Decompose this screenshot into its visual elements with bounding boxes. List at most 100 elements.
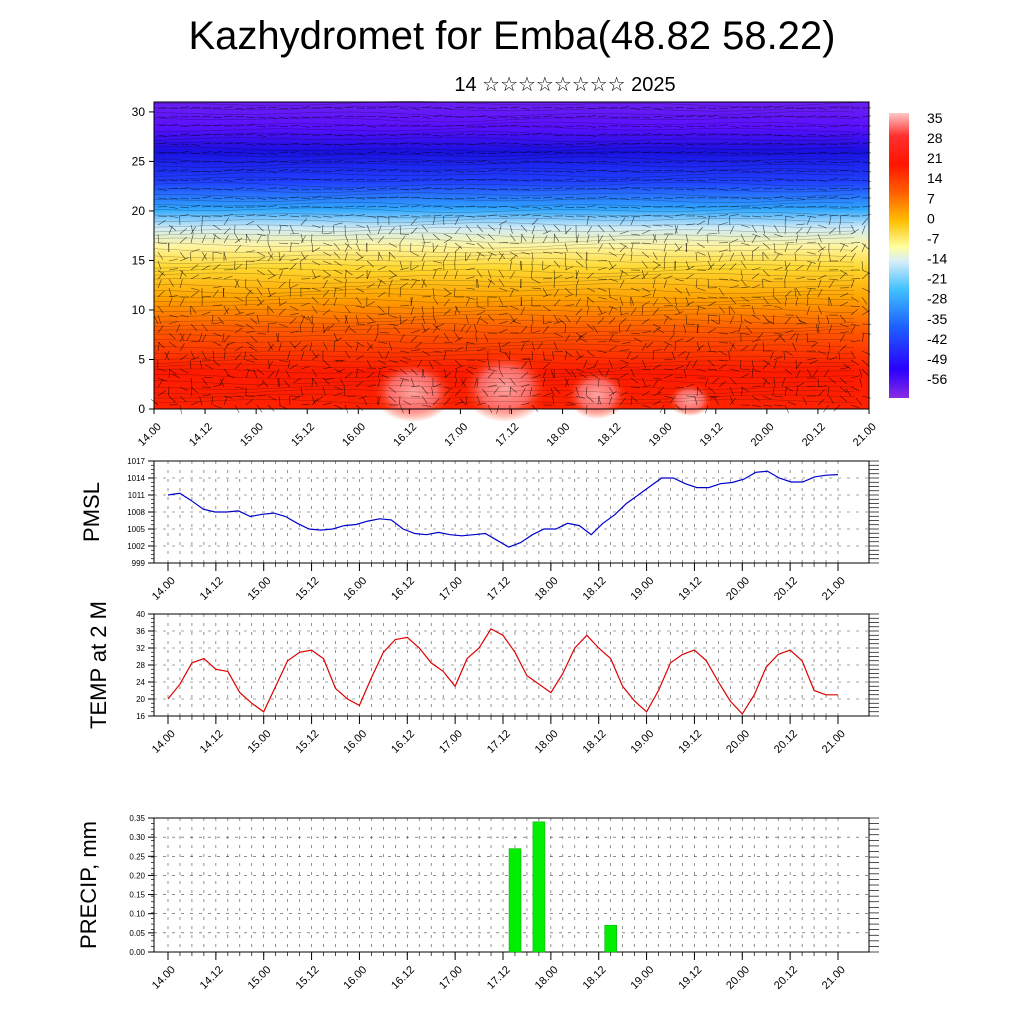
wind-vector: [586, 350, 595, 357]
wind-vector: [410, 368, 418, 376]
wind-vector: [311, 287, 321, 292]
wind-vector: [795, 276, 805, 280]
contour-line: [153, 363, 855, 370]
wind-vector: [586, 125, 596, 128]
wind-vector: [311, 296, 319, 304]
wind-vector: [300, 255, 309, 262]
wind-vector: [630, 332, 640, 335]
wind-vector: [190, 377, 193, 387]
wind-vector: [179, 169, 189, 172]
wind-vector: [817, 134, 827, 137]
wind-vector: [619, 178, 629, 181]
wind-vector: [432, 296, 439, 305]
wind-vector: [652, 327, 661, 334]
wind-vector: [685, 296, 690, 306]
wind-vector: [795, 314, 802, 323]
wind-vector: [564, 215, 574, 218]
wind-vector: [740, 387, 744, 397]
wind-vector: [586, 107, 597, 110]
wind-vector: [542, 188, 553, 190]
wind-vector: [267, 371, 275, 379]
wind-vector: [223, 143, 234, 145]
wind-vector: [843, 363, 852, 370]
wind-vector: [575, 288, 578, 298]
wind-vector: [366, 169, 376, 172]
wind-vector: [355, 274, 364, 280]
wind-vector: [256, 234, 262, 244]
wind-vector: [476, 115, 486, 118]
wind-vector: [179, 257, 189, 262]
wind-vector: [839, 244, 845, 253]
wind-vector: [839, 386, 848, 393]
wind-vector: [157, 368, 167, 372]
wind-vector: [597, 296, 607, 300]
wind-vector: [652, 143, 663, 145]
x-tick-label: 19.12: [676, 964, 704, 992]
contour-line: [153, 111, 855, 117]
wind-vector: [157, 379, 164, 388]
wind-vector: [729, 206, 740, 208]
wind-vector: [201, 323, 208, 332]
wind-vector: [663, 260, 666, 271]
wind-vector: [685, 323, 696, 325]
wind-vector: [421, 224, 429, 232]
wind-vector: [817, 179, 827, 182]
wind-vector: [311, 269, 317, 279]
wind-vector: [696, 251, 706, 256]
wind-vector: [311, 305, 318, 314]
wind-vector: [189, 251, 192, 262]
wind-vector: [740, 179, 751, 182]
wind-vector: [833, 404, 841, 412]
wind-vector: [696, 196, 706, 199]
wind-vector: [740, 134, 751, 137]
wind-vector: [454, 359, 462, 367]
wind-vector: [597, 152, 607, 155]
wind-vector: [542, 133, 552, 136]
heatmap-hotspot: [463, 354, 547, 422]
wind-vector: [652, 251, 658, 261]
wind-vector: [267, 253, 274, 262]
wind-vector: [707, 107, 718, 110]
wind-vector: [480, 318, 489, 325]
wind-vector: [564, 187, 574, 190]
wind-vector: [520, 402, 530, 406]
wind-vector: [300, 302, 310, 307]
wind-vector: [597, 235, 604, 244]
wind-vector: [421, 116, 431, 119]
wind-vector: [839, 269, 848, 275]
wind-vector: [828, 196, 838, 199]
wind-vector: [630, 243, 634, 253]
wind-vector: [762, 251, 769, 260]
wind-vector: [646, 341, 654, 349]
wind-vector: [685, 125, 696, 127]
wind-vector: [718, 107, 729, 109]
wind-vector: [179, 106, 189, 109]
wind-vector: [617, 378, 621, 388]
wind-vector: [421, 296, 432, 298]
wind-vector: [399, 116, 410, 119]
wind-vector: [663, 305, 674, 307]
wind-vector: [839, 301, 849, 307]
wind-vector: [212, 206, 223, 208]
wind-vector: [553, 187, 563, 190]
wind-vector: [278, 225, 282, 235]
wind-vector: [465, 233, 472, 242]
wind-vector: [201, 350, 207, 360]
wind-vector: [707, 296, 718, 298]
wind-vector: [366, 161, 377, 163]
wind-vector: [157, 305, 164, 314]
wind-vector: [223, 307, 230, 316]
wind-vector: [656, 328, 665, 334]
wind-vector: [245, 399, 254, 406]
wind-vector: [454, 133, 464, 136]
wind-vector: [685, 152, 696, 154]
wind-vector: [410, 134, 421, 136]
wind-vector: [278, 342, 282, 352]
wind-vector: [212, 124, 222, 127]
wind-vector: [784, 242, 795, 244]
wind-vector: [179, 133, 189, 136]
wind-vector: [542, 393, 552, 397]
wind-vector: [729, 263, 737, 271]
wind-vector: [520, 125, 530, 128]
wind-vector: [542, 369, 547, 379]
